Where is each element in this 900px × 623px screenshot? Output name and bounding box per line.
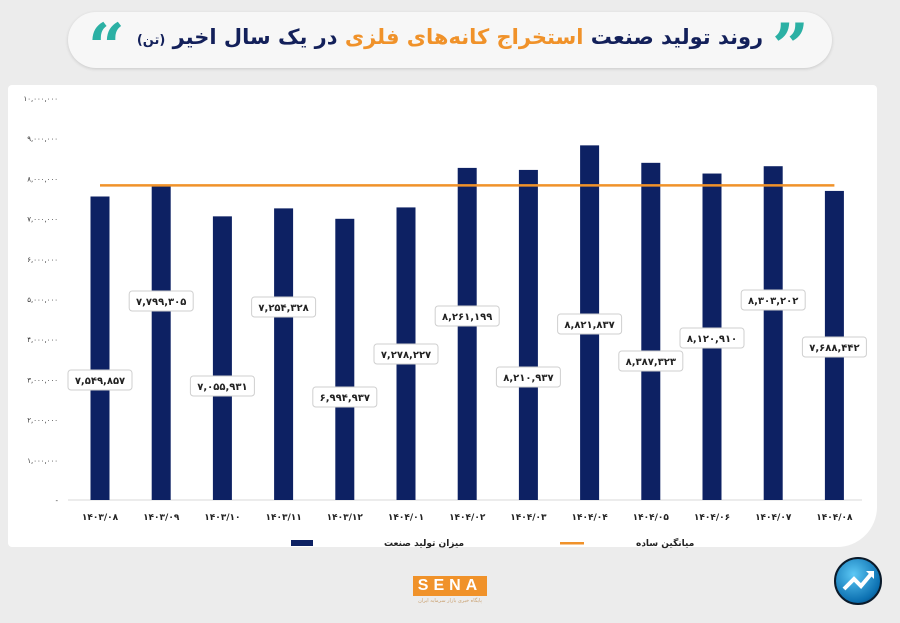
data-label: ۸,۱۲۰,۹۱۰ <box>687 334 737 345</box>
bar-۱۴۰۴/۰۲ <box>457 167 477 501</box>
x-tick-label: ۱۴۰۴/۰۴ <box>571 513 608 523</box>
bar-۱۴۰۳/۱۲ <box>335 218 355 500</box>
y-tick-label: ۱۰,۰۰۰,۰۰۰ <box>23 95 58 103</box>
legend-line-label: میانگین ساده <box>636 537 694 549</box>
data-label: ۷,۶۸۸,۴۴۲ <box>809 343 859 354</box>
y-tick-label: ۶,۰۰۰,۰۰۰ <box>27 256 58 264</box>
title-unit: (تن) <box>136 33 166 48</box>
data-label: ۷,۵۴۹,۸۵۷ <box>75 376 125 387</box>
x-tick-label: ۱۴۰۴/۰۲ <box>449 513 486 523</box>
data-label: ۸,۲۶۱,۱۹۹ <box>442 312 492 323</box>
x-tick-label: ۱۴۰۳/۱۱ <box>265 513 301 523</box>
bar-۱۴۰۳/۰۹ <box>151 186 171 500</box>
sena-logo: SENA <box>413 576 487 596</box>
data-label-box <box>67 369 133 391</box>
x-tick-label: ۱۴۰۴/۰۳ <box>510 513 547 523</box>
y-tick-label: ۱,۰۰۰,۰۰۰ <box>27 457 58 465</box>
bar-۱۴۰۳/۱۱ <box>274 208 294 500</box>
data-label-box <box>679 327 745 349</box>
data-label-box <box>373 343 439 365</box>
trend-badge-icon <box>834 557 882 605</box>
x-tick-label: ۱۴۰۴/۰۷ <box>755 513 792 523</box>
data-label-box <box>495 366 561 388</box>
x-tick-label: ۱۴۰۳/۰۹ <box>143 513 180 523</box>
x-tick-label: ۱۴۰۴/۰۱ <box>388 513 424 523</box>
x-tick-label: ۱۴۰۴/۰۶ <box>694 513 730 523</box>
data-label-box <box>557 313 623 335</box>
data-label: ۸,۳۸۷,۳۲۳ <box>626 357 676 368</box>
title-part1: روند تولید صنعت <box>590 25 764 49</box>
legend-bar-swatch <box>291 540 313 546</box>
y-tick-label: - <box>55 497 58 505</box>
data-label-box <box>618 350 684 372</box>
bar-۱۴۰۴/۰۳ <box>518 169 538 500</box>
bar-۱۴۰۳/۰۸ <box>90 196 110 501</box>
y-tick-label: ۳,۰۰۰,۰۰۰ <box>27 376 58 384</box>
data-label-box <box>434 305 500 327</box>
data-label-box <box>740 289 806 311</box>
data-label: ۸,۳۰۳,۲۰۲ <box>748 296 798 307</box>
bar-۱۴۰۴/۰۵ <box>641 162 661 500</box>
x-tick-label: ۱۴۰۴/۰۸ <box>816 513 853 523</box>
data-label: ۷,۲۵۴,۳۲۸ <box>258 303 308 314</box>
title-bar: روند تولید صنعت استخراج کانه‌های فلزی در… <box>68 12 832 68</box>
x-tick-label: ۱۴۰۳/۱۰ <box>204 513 240 523</box>
title-part2: در یک سال اخیر <box>172 25 338 49</box>
bar-۱۴۰۳/۱۰ <box>212 216 232 501</box>
data-label: ۷,۷۹۹,۳۰۵ <box>136 297 186 308</box>
data-label: ۷,۰۵۵,۹۳۱ <box>197 382 247 393</box>
data-label-box <box>251 296 317 318</box>
legend-bar-label: میزان تولید صنعت <box>384 539 464 549</box>
x-tick-label: ۱۴۰۴/۰۵ <box>633 513 670 523</box>
bar-۱۴۰۴/۰۷ <box>763 166 783 500</box>
title-highlight: استخراج کانه‌های فلزی <box>344 25 584 49</box>
y-tick-label: ۵,۰۰۰,۰۰۰ <box>27 296 58 304</box>
data-label: ۸,۸۲۱,۸۳۷ <box>564 320 614 331</box>
data-label: ۷,۲۷۸,۲۲۷ <box>381 350 431 361</box>
legend-line-swatch <box>560 542 584 545</box>
sena-logo-subtitle: پایگاه خبری بازار سرمایه ایران <box>418 598 482 604</box>
y-tick-label: ۷,۰۰۰,۰۰۰ <box>27 216 58 224</box>
data-label-box <box>312 386 378 408</box>
open-quote-icon: “ <box>88 10 125 85</box>
data-label-box <box>128 290 194 312</box>
data-label-box <box>801 336 867 358</box>
data-label: ۸,۲۱۰,۹۳۷ <box>503 373 553 384</box>
x-tick-label: ۱۴۰۳/۱۲ <box>327 513 364 523</box>
data-label: ۶,۹۹۴,۹۳۷ <box>320 393 370 404</box>
y-tick-label: ۴,۰۰۰,۰۰۰ <box>27 336 58 344</box>
x-tick-label: ۱۴۰۳/۰۸ <box>82 513 119 523</box>
data-label-box <box>189 375 255 397</box>
close-quote-icon: ” <box>772 10 809 85</box>
y-tick-label: ۸,۰۰۰,۰۰۰ <box>27 175 58 183</box>
chart-title: روند تولید صنعت استخراج کانه‌های فلزی در… <box>68 25 832 49</box>
y-tick-label: ۹,۰۰۰,۰۰۰ <box>27 135 58 143</box>
y-tick-label: ۲,۰۰۰,۰۰۰ <box>27 417 58 425</box>
